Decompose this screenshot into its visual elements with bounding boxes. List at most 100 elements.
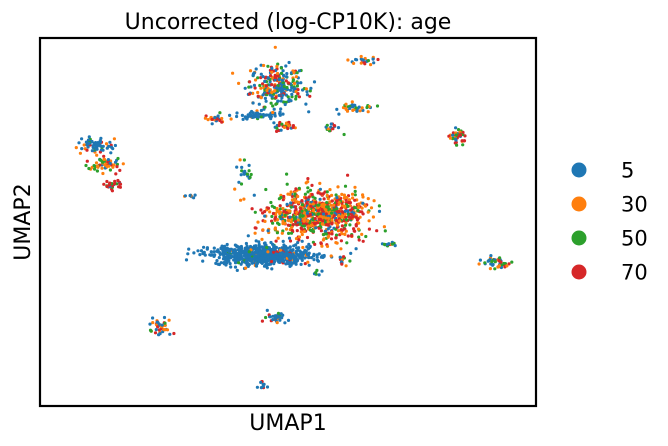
point-5 (352, 211, 356, 215)
point-50 (293, 192, 297, 196)
point-30 (351, 196, 355, 200)
point-70 (352, 227, 356, 231)
point-70 (299, 207, 303, 211)
point-30 (265, 88, 269, 92)
point-5 (292, 244, 296, 248)
point-5 (202, 250, 206, 254)
point-30 (280, 231, 284, 235)
point-5 (280, 316, 284, 320)
point-50 (282, 84, 286, 88)
point-70 (335, 199, 339, 203)
point-70 (277, 123, 281, 128)
point-30 (359, 54, 363, 59)
point-70 (286, 223, 290, 227)
point-5 (108, 161, 112, 165)
point-70 (305, 235, 310, 240)
point-50 (347, 212, 351, 216)
point-70 (296, 92, 300, 96)
point-70 (291, 201, 295, 205)
point-5 (259, 72, 263, 76)
point-50 (264, 315, 268, 320)
point-70 (284, 79, 288, 83)
point-5 (229, 265, 233, 269)
point-5 (251, 101, 255, 105)
point-70 (361, 212, 365, 216)
point-50 (93, 167, 97, 171)
point-70 (286, 126, 290, 131)
point-50 (366, 59, 370, 63)
point-50 (377, 204, 381, 208)
point-70 (306, 177, 310, 181)
point-70 (112, 182, 117, 186)
point-70 (317, 226, 321, 230)
point-5 (105, 146, 109, 150)
point-5 (274, 252, 278, 256)
point-30 (306, 219, 310, 223)
point-5 (321, 212, 326, 216)
point-30 (307, 224, 311, 228)
point-5 (348, 106, 352, 110)
point-30 (102, 157, 106, 161)
point-50 (454, 133, 458, 137)
point-5 (271, 247, 275, 251)
point-5 (274, 86, 279, 90)
point-30 (360, 106, 364, 110)
point-50 (306, 190, 310, 194)
point-30 (340, 232, 344, 236)
point-5 (291, 248, 295, 252)
point-50 (322, 233, 326, 237)
point-50 (286, 95, 290, 99)
point-30 (328, 200, 332, 204)
point-5 (98, 140, 102, 144)
cluster-4 (346, 54, 380, 67)
point-70 (264, 84, 268, 88)
point-70 (308, 213, 312, 217)
point-30 (293, 197, 297, 202)
point-70 (218, 118, 222, 123)
point-5 (265, 264, 269, 269)
point-5 (273, 78, 277, 82)
point-30 (366, 197, 370, 201)
point-5 (91, 144, 95, 148)
point-50 (263, 105, 267, 109)
point-30 (342, 196, 346, 200)
point-5 (307, 110, 311, 114)
point-30 (82, 143, 86, 147)
point-50 (308, 228, 313, 232)
point-5 (250, 109, 254, 114)
point-70 (297, 95, 301, 99)
point-30 (271, 110, 275, 115)
point-70 (297, 238, 301, 242)
point-30 (266, 250, 270, 254)
point-5 (273, 257, 277, 261)
point-70 (321, 219, 325, 223)
point-5 (315, 258, 320, 262)
point-5 (245, 258, 249, 263)
point-70 (250, 207, 254, 211)
point-5 (278, 112, 282, 116)
point-30 (302, 219, 306, 223)
point-5 (256, 115, 260, 119)
point-70 (313, 217, 317, 221)
point-70 (319, 241, 323, 245)
point-30 (239, 198, 243, 202)
point-70 (313, 242, 317, 246)
point-30 (324, 216, 328, 220)
point-70 (172, 331, 176, 336)
point-5 (262, 249, 266, 253)
point-5 (244, 255, 248, 259)
point-50 (247, 169, 251, 173)
point-30 (344, 229, 348, 233)
point-5 (217, 256, 221, 260)
point-70 (153, 331, 158, 335)
point-30 (329, 203, 333, 207)
point-5 (271, 314, 275, 318)
point-50 (256, 76, 260, 80)
point-5 (263, 96, 267, 100)
point-5 (292, 254, 296, 258)
point-5 (257, 102, 261, 106)
point-70 (320, 208, 324, 212)
point-30 (357, 205, 361, 210)
point-5 (235, 244, 239, 248)
point-70 (354, 223, 358, 227)
